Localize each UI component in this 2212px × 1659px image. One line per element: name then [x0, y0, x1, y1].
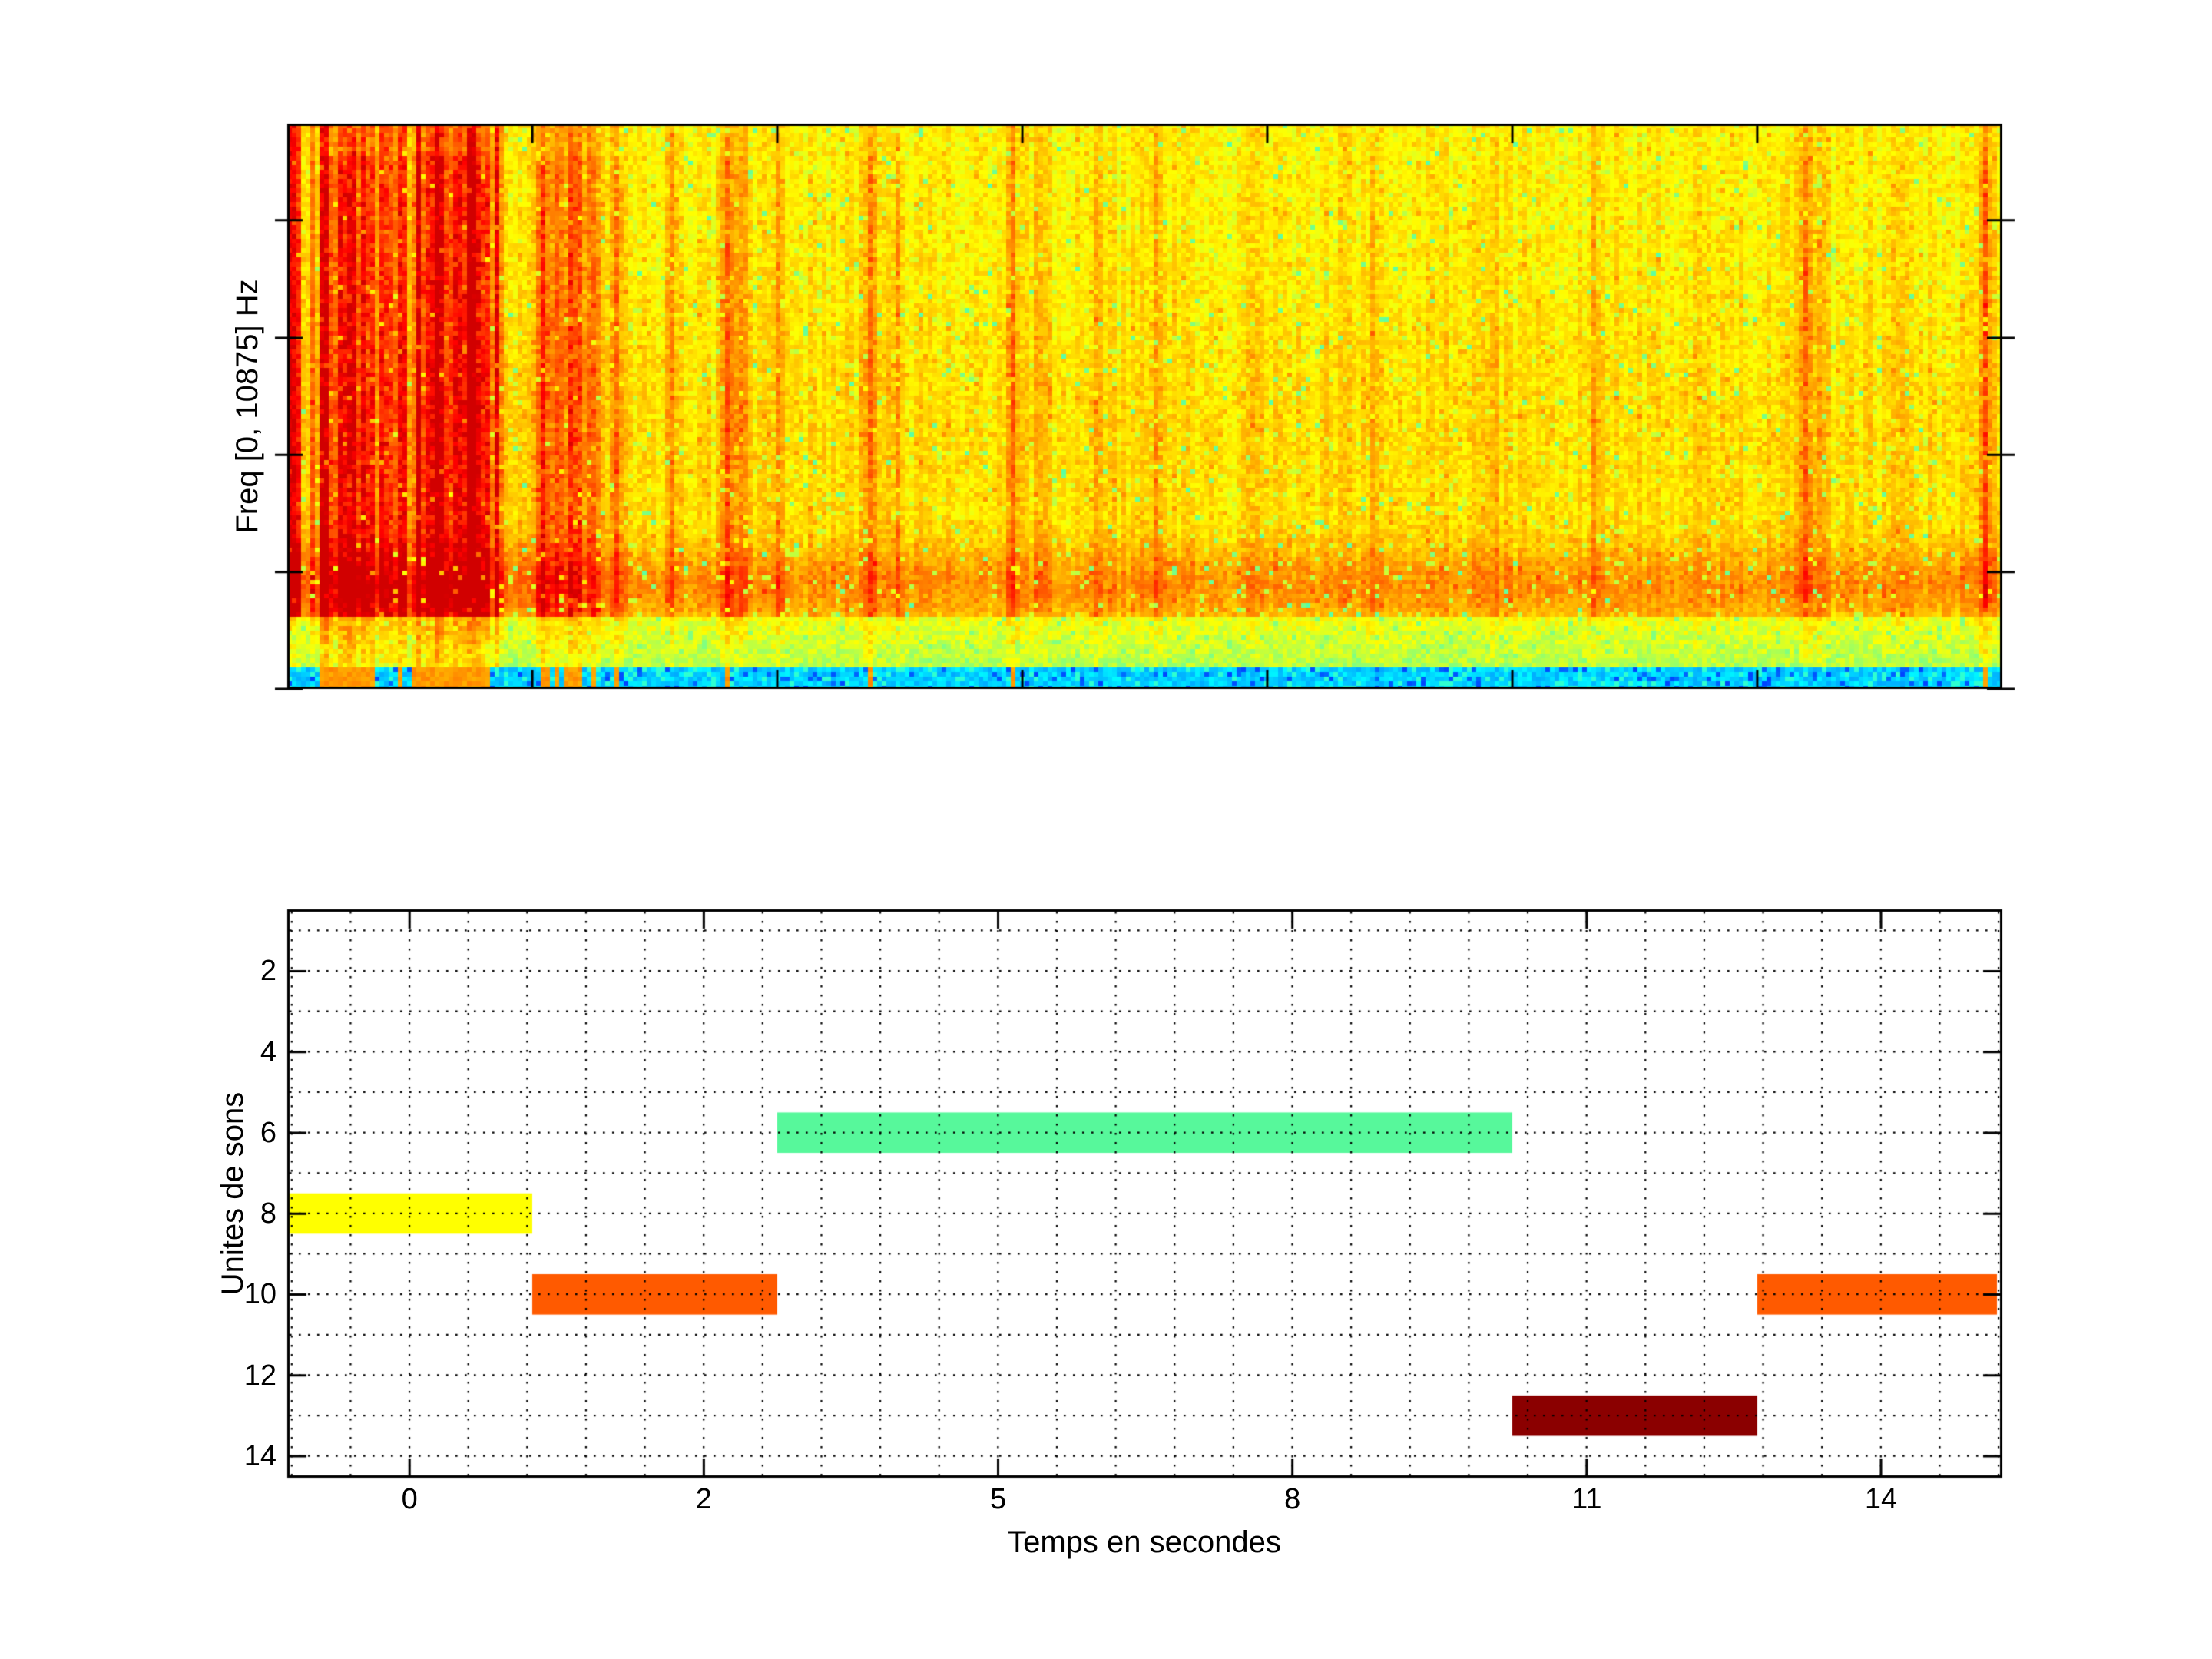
- x-tick-label: 14: [1864, 1483, 1898, 1515]
- x-tick-label: 0: [401, 1483, 418, 1515]
- units-ylabel: Unites de sons: [216, 1091, 250, 1296]
- y-tick-label: 14: [243, 1440, 276, 1473]
- y-tick-label: 2: [260, 955, 276, 988]
- y-tick-label: 8: [260, 1197, 276, 1230]
- y-tick-label: 12: [243, 1359, 276, 1392]
- x-tick-label: 11: [1571, 1483, 1602, 1515]
- time-xlabel: Temps en secondes: [1008, 1525, 1281, 1559]
- spectrogram-ylabel: Freq [0, 10875] Hz: [230, 279, 264, 534]
- y-tick-label: 6: [260, 1116, 276, 1149]
- y-tick-label: 4: [260, 1035, 276, 1068]
- x-tick-label: 8: [1284, 1483, 1301, 1515]
- x-tick-label: 5: [989, 1483, 1007, 1515]
- x-tick-label: 2: [695, 1483, 712, 1515]
- y-tick-label: 10: [243, 1278, 276, 1311]
